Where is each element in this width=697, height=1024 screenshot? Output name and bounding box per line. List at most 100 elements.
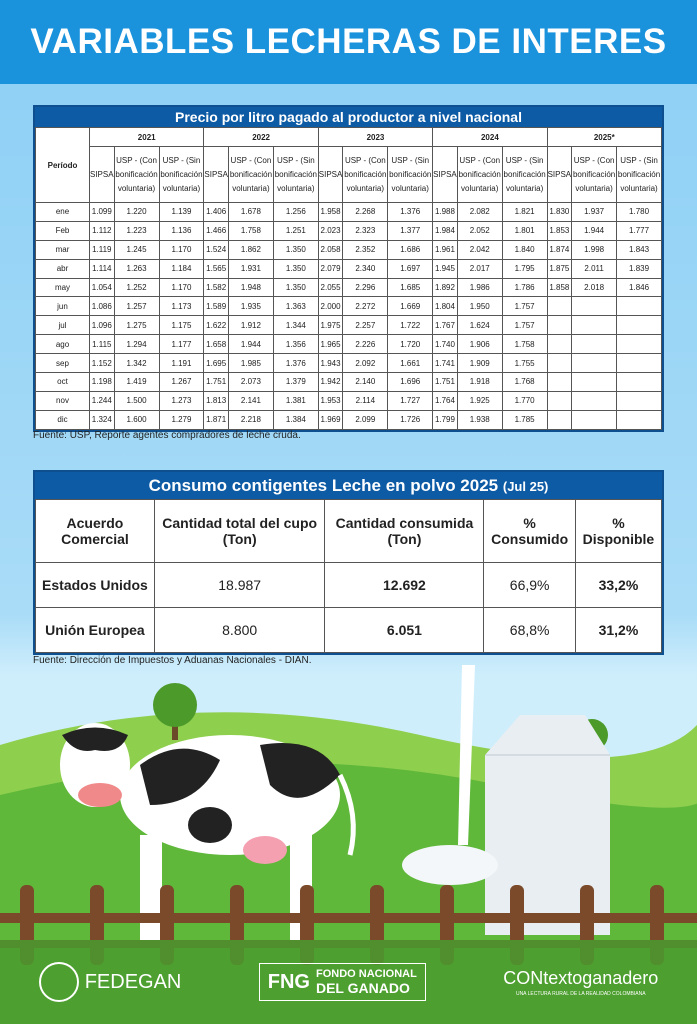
price-cell: 1.344 <box>272 315 319 336</box>
price-cell <box>546 390 573 411</box>
price-cell: 1.986 <box>456 277 503 298</box>
subcol-header: USP - (Sin bonificación voluntaria) <box>616 146 662 203</box>
price-cell: 1.722 <box>387 315 434 336</box>
price-cell: 1.273 <box>158 390 205 411</box>
price-cell: 1.892 <box>432 277 458 298</box>
price-cell: 1.152 <box>89 353 115 374</box>
price-cell: 1.875 <box>546 258 573 279</box>
price-cell: 2.058 <box>317 239 344 260</box>
month-cell: Feb <box>35 220 90 241</box>
price-cell: 1.780 <box>616 202 662 222</box>
fng-line1: FONDO NACIONAL <box>315 968 417 980</box>
fng-logo: FNG FONDO NACIONAL DEL GANADO <box>258 963 426 1001</box>
price-cell: 1.377 <box>387 220 434 241</box>
price-cell: 1.858 <box>546 277 573 298</box>
price-cell: 1.678 <box>227 202 274 222</box>
price-cell: 1.384 <box>272 409 319 430</box>
price-cell: 2.000 <box>317 296 344 317</box>
price-cell: 1.696 <box>387 372 434 392</box>
month-cell: may <box>35 277 90 298</box>
price-cell: 1.786 <box>501 277 548 298</box>
price-cell: 2.082 <box>456 202 503 222</box>
price-cell: 1.376 <box>387 202 434 222</box>
price-cell: 2.272 <box>342 296 389 317</box>
price-cell: 1.965 <box>317 334 344 355</box>
price-cell: 1.984 <box>432 220 458 241</box>
price-cell <box>546 334 573 355</box>
price-cell: 2.055 <box>317 277 344 298</box>
price-cell: 1.115 <box>89 334 115 355</box>
quota-table: Consumo contigentes Leche en polvo 2025 … <box>33 470 664 655</box>
price-cell: 1.244 <box>89 390 115 411</box>
price-cell: 1.342 <box>113 353 160 374</box>
price-cell: 1.720 <box>387 334 434 355</box>
price-cell: 1.785 <box>501 409 548 430</box>
price-cell: 1.740 <box>432 334 458 355</box>
month-cell: jul <box>35 315 90 336</box>
quota-cell: 68,8% <box>483 607 576 653</box>
price-cell <box>616 334 662 355</box>
price-cell: 1.799 <box>432 409 458 430</box>
price-cell: 1.170 <box>158 239 205 260</box>
year-header: 2024 <box>432 127 548 147</box>
table-row: nov 1.244 1.500 1.273 1.813 2.141 1.381 1.953 2.… <box>35 390 662 411</box>
price-cell: 1.661 <box>387 353 434 374</box>
price-cell: 1.757 <box>501 315 548 336</box>
subcol-header: USP - (Con bonificación voluntaria) <box>227 146 274 203</box>
price-cell <box>571 372 618 392</box>
price-cell: 2.099 <box>342 409 389 430</box>
table-row: abr 1.114 1.263 1.184 1.565 1.931 1.350 2.079 2.… <box>35 258 662 279</box>
price-cell: 1.524 <box>203 239 229 260</box>
price-cell: 1.975 <box>317 315 344 336</box>
price-cell: 1.969 <box>317 409 344 430</box>
price-cell: 1.726 <box>387 409 434 430</box>
price-cell: 1.839 <box>616 258 662 279</box>
price-cell: 1.279 <box>158 409 205 430</box>
price-cell: 2.092 <box>342 353 389 374</box>
price-cell: 2.226 <box>342 334 389 355</box>
price-cell: 1.925 <box>456 390 503 411</box>
table-row: jun 1.086 1.257 1.173 1.589 1.935 1.363 2.000 2.… <box>35 296 662 317</box>
price-cell: 1.846 <box>616 277 662 298</box>
price-source: Fuente: USP, Reporte agentes compradores… <box>33 430 301 441</box>
price-cell: 1.686 <box>387 239 434 260</box>
price-cell: 1.275 <box>113 315 160 336</box>
table-row: Feb 1.112 1.223 1.136 1.466 1.758 1.251 2.023 2.… <box>35 220 662 241</box>
table-row: ago 1.115 1.294 1.177 1.658 1.944 1.356 1.965 2.… <box>35 334 662 355</box>
year-header: 2023 <box>317 127 434 147</box>
price-cell: 1.173 <box>158 296 205 317</box>
price-cell: 2.352 <box>342 239 389 260</box>
price-cell: 1.622 <box>203 315 229 336</box>
price-cell: 1.906 <box>456 334 503 355</box>
quota-header: Cantidad total del cupo (Ton) <box>153 499 326 563</box>
price-cell: 2.073 <box>227 372 274 392</box>
month-cell: dic <box>35 409 90 430</box>
month-cell: abr <box>35 258 90 279</box>
farm-scene <box>0 665 697 1024</box>
price-cell: 1.257 <box>113 296 160 317</box>
quota-cell: Unión Europea <box>35 607 155 653</box>
table-row: sep 1.152 1.342 1.191 1.695 1.985 1.376 1.943 2.… <box>35 353 662 374</box>
price-cell <box>571 296 618 317</box>
price-cell: 1.918 <box>456 372 503 392</box>
price-cell <box>546 315 573 336</box>
price-cell: 2.114 <box>342 390 389 411</box>
period-header: Período <box>35 127 90 203</box>
price-cell: 1.350 <box>272 277 319 298</box>
subcol-header: USP - (Sin bonificación voluntaria) <box>272 146 319 203</box>
price-cell: 1.379 <box>272 372 319 392</box>
price-cell <box>546 353 573 374</box>
price-cell: 1.843 <box>616 239 662 260</box>
price-cell: 1.912 <box>227 315 274 336</box>
price-cell: 1.191 <box>158 353 205 374</box>
subcol-header: SIPSA <box>317 146 344 203</box>
price-cell: 1.937 <box>571 202 618 222</box>
price-cell: 1.961 <box>432 239 458 260</box>
subcol-header: SIPSA <box>89 146 115 203</box>
price-cell: 1.198 <box>89 372 115 392</box>
contexto-text: CONtextoganadero <box>503 967 659 988</box>
price-cell <box>546 409 573 430</box>
price-cell: 1.931 <box>227 258 274 279</box>
fedegan-text: FEDEGAN <box>84 970 182 993</box>
price-cell <box>616 409 662 430</box>
